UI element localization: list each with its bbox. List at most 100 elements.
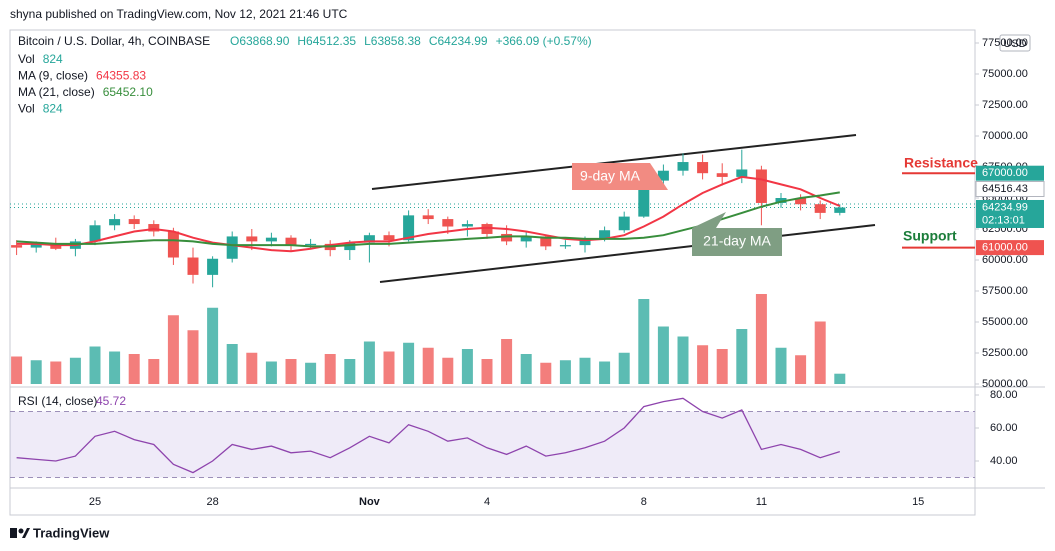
candle-body [128,219,140,225]
volume-bar [344,359,356,384]
volume-bar [638,299,650,384]
candle-body [461,224,473,227]
candle-body [442,219,454,227]
volume-bar [324,354,336,384]
indicator-name: Vol [18,52,35,66]
candle-body [363,235,375,243]
y-tick-label: 70000.00 [982,130,1028,142]
candle-body [285,237,297,246]
header: shyna published on TradingView.com, Nov … [10,7,348,21]
price-badge [976,240,1044,256]
candle-body [775,198,787,203]
indicator-value: 824 [43,52,63,66]
volume-bar [128,354,140,384]
price-badge [976,165,1044,181]
volume-bar [579,357,591,384]
volume-bar [89,346,101,384]
rsi-line [16,397,840,474]
volume-bar [265,361,277,384]
price-badge-label: 67000.00 [982,167,1028,179]
candle-body [834,207,846,213]
volume-bar [540,362,552,384]
volume-bar [481,359,493,384]
candle-body [207,258,219,275]
y-tick-label: 57500.00 [982,285,1028,297]
ohlc-value: H64512.35 [297,34,356,48]
candle-body [540,236,552,247]
candle-body [403,215,415,241]
candle-body [795,198,807,205]
volume-bar [11,356,23,384]
volume-bar [403,342,415,384]
x-tick-label: 15 [912,496,924,508]
volume-bar [187,330,199,384]
currency-box[interactable] [999,34,1031,52]
candle-body [50,243,62,249]
candle-body [422,215,434,220]
volume-bar [285,359,297,384]
volume-bar [442,357,454,384]
candle-body [167,231,179,258]
volume-bar [599,361,611,384]
volume-bar [50,361,62,384]
y-tick-label: 50000.00 [982,378,1028,390]
volume-bar [736,329,748,384]
candle-body [383,235,395,241]
candle-body [716,173,728,177]
timer: 02:13:01 [982,214,1025,226]
volume-bar [148,359,160,384]
candle-body [481,224,493,234]
rsi-name: RSI (14, close) [18,394,97,408]
indicator-name: MA (9, close) [18,69,88,83]
volume-bar [30,360,42,384]
price-badge [975,180,1045,197]
volume-bar [167,315,179,384]
indicator-name: Vol [18,102,35,116]
price-badge-label: 64234.99 [982,201,1028,213]
volume-bar [383,351,395,384]
volume-bar [716,349,728,384]
ma9-callout [572,163,668,190]
volume-bar [834,373,846,384]
volume-bar [657,326,669,384]
x-tick-label: 8 [641,496,647,508]
candle-body [599,230,611,239]
ma21-callout [692,212,782,256]
volume-bar [226,344,238,384]
indicator-value: 824 [43,102,63,116]
volume-bar [363,341,375,384]
candle-body [755,169,767,203]
candle-body [11,245,23,248]
candle-body [226,236,238,259]
channel-upper [371,134,857,190]
volume-bar [246,352,258,384]
candle-body [501,233,513,242]
ohlc-value: O63868.90 [230,34,290,48]
price-badge [976,199,1044,228]
rsi-band [10,411,975,478]
volume-bar [305,362,317,384]
x-tick-label: 11 [756,496,767,508]
volume-bar [109,351,121,384]
candle-body [657,170,669,181]
y-tick-label: 55000.00 [982,316,1028,328]
legend-title: Bitcoin / U.S. Dollar, 4h, COINBASE [18,34,210,48]
candle-body [148,224,160,232]
volume-bar [677,336,689,384]
candle-body [736,169,748,177]
ma9-label: 9-day MA [580,168,641,184]
volume-bar [520,354,532,384]
volume-bar [501,339,513,384]
candle-body [344,242,356,251]
candle-body [559,245,571,247]
rsi-tick-label: 40.00 [990,455,1018,467]
x-tick-label: Nov [359,496,381,508]
currency[interactable]: USD [1003,38,1026,50]
volume-bar [618,352,630,384]
candle-body [814,204,826,213]
volume-bar [775,347,787,384]
candle-body [89,225,101,242]
